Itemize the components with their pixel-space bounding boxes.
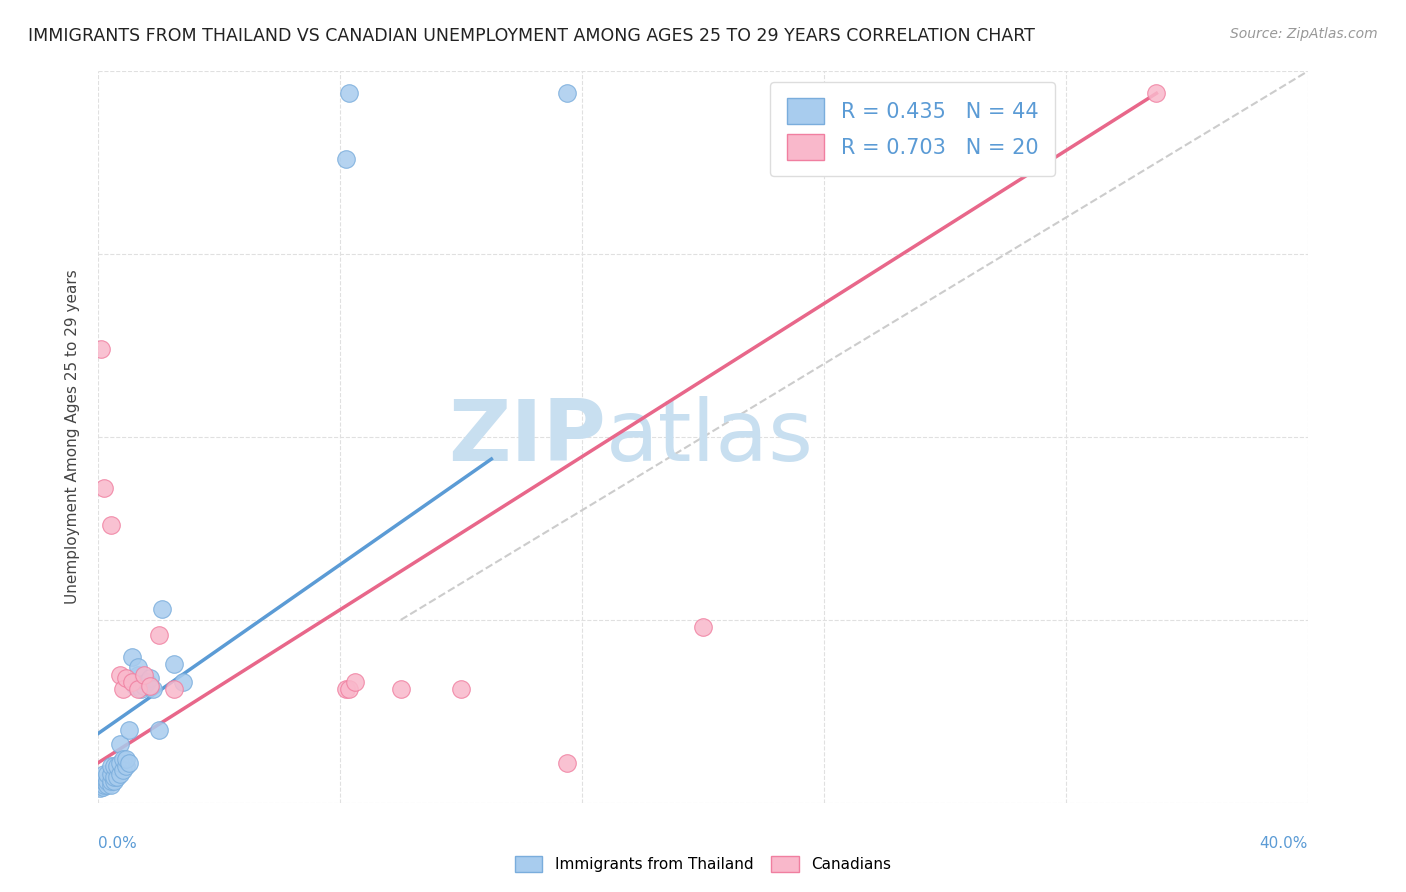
Point bbox=[124, 679, 146, 693]
Point bbox=[121, 649, 143, 664]
Point bbox=[111, 682, 134, 697]
Point bbox=[172, 675, 194, 690]
Point bbox=[335, 682, 357, 697]
Point bbox=[139, 679, 162, 693]
Point bbox=[96, 777, 118, 792]
Text: 0.0%: 0.0% bbox=[98, 836, 138, 851]
Point bbox=[100, 759, 122, 773]
Point bbox=[103, 773, 125, 788]
Point bbox=[93, 777, 115, 792]
Point bbox=[337, 682, 360, 697]
Legend: R = 0.435   N = 44, R = 0.703   N = 20: R = 0.435 N = 44, R = 0.703 N = 20 bbox=[770, 82, 1056, 177]
Point bbox=[344, 675, 367, 690]
Point bbox=[90, 773, 112, 788]
Text: 40.0%: 40.0% bbox=[1260, 836, 1308, 851]
Point bbox=[118, 756, 141, 770]
Text: atlas: atlas bbox=[606, 395, 814, 479]
Point bbox=[1144, 87, 1167, 101]
Point bbox=[103, 759, 125, 773]
Point bbox=[96, 766, 118, 780]
Point bbox=[90, 343, 112, 357]
Point bbox=[93, 766, 115, 780]
Point bbox=[127, 682, 149, 697]
Point bbox=[105, 770, 128, 784]
Point bbox=[108, 737, 131, 751]
Point bbox=[135, 675, 157, 690]
Point bbox=[108, 766, 131, 780]
Point bbox=[692, 620, 714, 634]
Point bbox=[96, 773, 118, 788]
Point bbox=[93, 481, 115, 495]
Point bbox=[335, 152, 357, 166]
Point bbox=[148, 723, 170, 737]
Point bbox=[139, 672, 162, 686]
Point bbox=[555, 87, 578, 101]
Point bbox=[114, 672, 136, 686]
Point bbox=[129, 682, 152, 697]
Point bbox=[108, 667, 131, 681]
Point bbox=[105, 759, 128, 773]
Point bbox=[93, 773, 115, 788]
Point bbox=[555, 756, 578, 770]
Point bbox=[111, 763, 134, 777]
Point bbox=[148, 627, 170, 641]
Legend: Immigrants from Thailand, Canadians: Immigrants from Thailand, Canadians bbox=[508, 848, 898, 880]
Y-axis label: Unemployment Among Ages 25 to 29 years: Unemployment Among Ages 25 to 29 years bbox=[65, 269, 80, 605]
Point bbox=[103, 770, 125, 784]
Point bbox=[108, 756, 131, 770]
Point bbox=[89, 781, 111, 796]
Point bbox=[100, 766, 122, 780]
Point bbox=[132, 667, 155, 681]
Text: Source: ZipAtlas.com: Source: ZipAtlas.com bbox=[1230, 27, 1378, 41]
Point bbox=[389, 682, 412, 697]
Point bbox=[118, 723, 141, 737]
Point bbox=[150, 602, 173, 616]
Point bbox=[127, 667, 149, 681]
Text: IMMIGRANTS FROM THAILAND VS CANADIAN UNEMPLOYMENT AMONG AGES 25 TO 29 YEARS CORR: IMMIGRANTS FROM THAILAND VS CANADIAN UNE… bbox=[28, 27, 1035, 45]
Point bbox=[337, 87, 360, 101]
Point bbox=[90, 777, 112, 792]
Point bbox=[100, 777, 122, 792]
Point bbox=[163, 682, 186, 697]
Point bbox=[127, 660, 149, 674]
Point bbox=[100, 517, 122, 532]
Point bbox=[100, 773, 122, 788]
Point bbox=[91, 780, 114, 794]
Point bbox=[114, 752, 136, 766]
Point bbox=[111, 752, 134, 766]
Point bbox=[450, 682, 472, 697]
Point bbox=[132, 679, 155, 693]
Point bbox=[121, 675, 143, 690]
Point bbox=[114, 759, 136, 773]
Text: ZIP: ZIP bbox=[449, 395, 606, 479]
Point bbox=[142, 682, 165, 697]
Point bbox=[163, 657, 186, 671]
